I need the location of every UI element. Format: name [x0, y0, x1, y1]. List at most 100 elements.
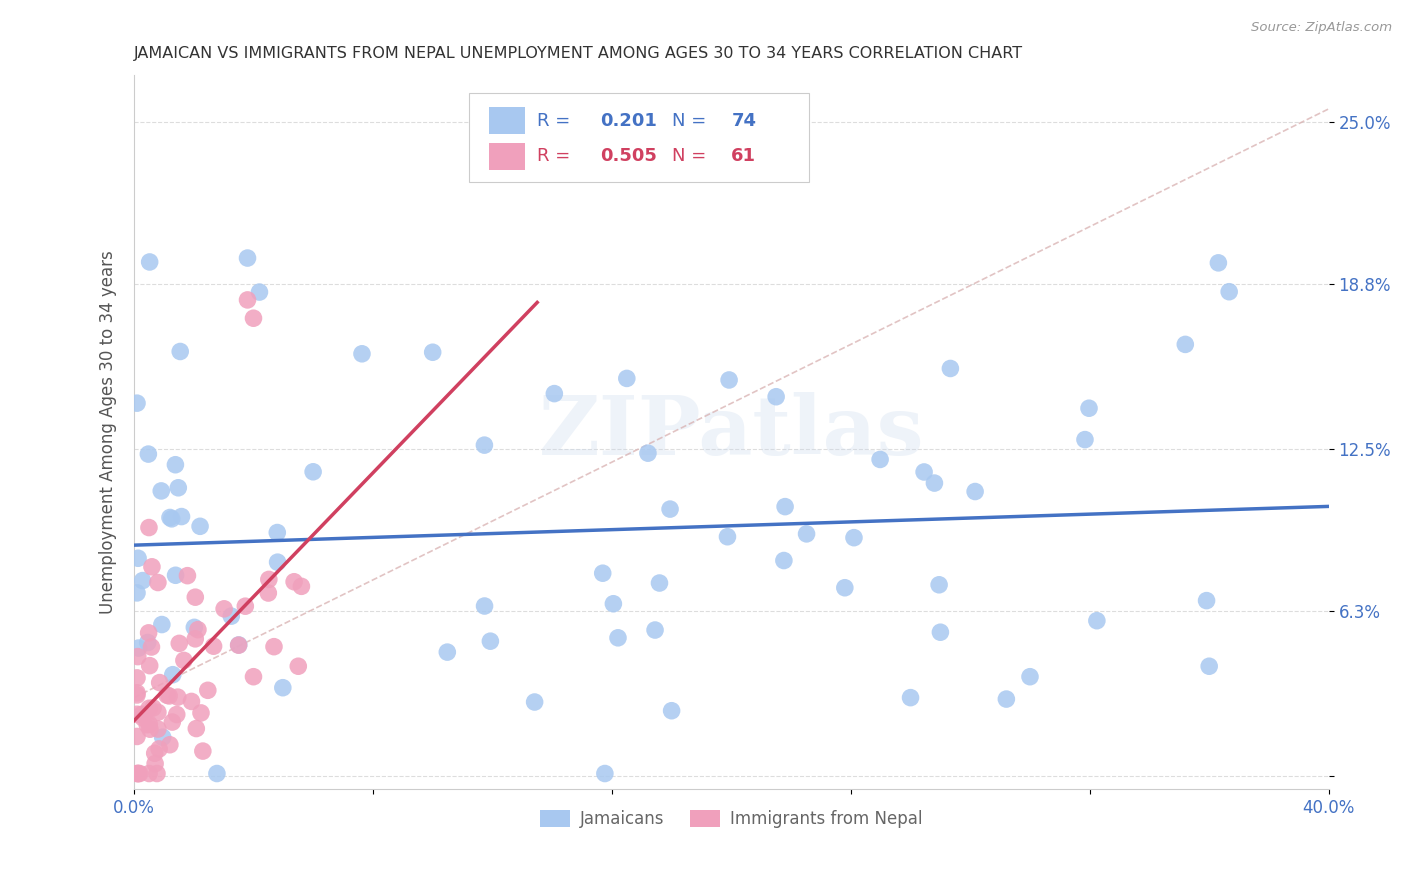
Point: [138, 447, 160, 461]
Text: 61: 61: [731, 147, 756, 165]
Point: [136, 718, 159, 732]
Point: [212, 602, 235, 616]
Point: [136, 635, 159, 649]
Point: [479, 634, 502, 648]
Point: [1019, 670, 1042, 684]
Point: [228, 638, 250, 652]
Point: [146, 766, 169, 780]
Text: R =: R =: [537, 112, 575, 129]
Point: [149, 675, 172, 690]
Point: [607, 631, 630, 645]
Point: [592, 566, 614, 581]
Point: [184, 632, 207, 646]
Point: [156, 688, 179, 702]
Point: [1195, 593, 1218, 607]
Text: N =: N =: [672, 112, 706, 129]
Point: [165, 458, 187, 472]
FancyBboxPatch shape: [468, 93, 808, 182]
Legend: Jamaicans, Immigrants from Nepal: Jamaicans, Immigrants from Nepal: [534, 803, 929, 834]
Point: [143, 756, 166, 771]
Point: [157, 689, 180, 703]
Point: [159, 510, 181, 524]
Point: [1218, 285, 1240, 299]
Point: [141, 559, 163, 574]
Point: [138, 701, 160, 715]
Point: [661, 704, 683, 718]
Point: [191, 744, 214, 758]
Point: [152, 730, 174, 744]
Point: [266, 525, 288, 540]
Bar: [489, 143, 524, 169]
Text: ZIPatlas: ZIPatlas: [538, 392, 924, 472]
Point: [146, 722, 169, 736]
Point: [162, 714, 184, 729]
Point: [637, 446, 659, 460]
Point: [965, 484, 987, 499]
Point: [236, 251, 259, 265]
Point: [523, 695, 546, 709]
Point: [125, 686, 148, 700]
Point: [187, 623, 209, 637]
Text: N =: N =: [672, 147, 706, 165]
Point: [138, 625, 160, 640]
Point: [167, 636, 190, 650]
Point: [125, 730, 148, 744]
Point: [283, 574, 305, 589]
Text: R =: R =: [537, 147, 575, 165]
Point: [271, 681, 294, 695]
Point: [138, 255, 160, 269]
Point: [139, 722, 162, 736]
Point: [287, 659, 309, 673]
Point: [197, 683, 219, 698]
Point: [869, 452, 891, 467]
Point: [125, 396, 148, 410]
Point: [302, 465, 325, 479]
Point: [127, 766, 149, 780]
Point: [765, 390, 787, 404]
Point: [125, 688, 148, 702]
Point: [939, 361, 962, 376]
Point: [773, 500, 796, 514]
Point: [173, 653, 195, 667]
Point: [183, 620, 205, 634]
Point: [143, 746, 166, 760]
Point: [128, 766, 150, 780]
Point: [127, 766, 149, 780]
Point: [1198, 659, 1220, 673]
Point: [221, 609, 243, 624]
Point: [138, 717, 160, 731]
Point: [616, 371, 638, 385]
Point: [186, 722, 208, 736]
Point: [796, 527, 818, 541]
Point: [659, 502, 682, 516]
Point: [716, 530, 738, 544]
Point: [150, 617, 173, 632]
Point: [644, 623, 666, 637]
Bar: [489, 107, 524, 134]
Point: [169, 344, 191, 359]
Point: [834, 581, 856, 595]
Point: [188, 519, 211, 533]
Text: 0.201: 0.201: [600, 112, 657, 129]
Point: [184, 590, 207, 604]
Point: [125, 671, 148, 685]
Point: [127, 766, 149, 780]
Point: [127, 649, 149, 664]
Point: [290, 579, 312, 593]
Point: [543, 386, 565, 401]
Point: [150, 483, 173, 498]
Point: [1208, 256, 1230, 270]
Point: [474, 599, 496, 613]
Point: [233, 599, 256, 614]
Point: [928, 578, 950, 592]
Point: [142, 701, 165, 715]
Point: [162, 667, 184, 681]
Point: [242, 311, 264, 326]
Point: [474, 438, 496, 452]
Point: [146, 575, 169, 590]
Point: [773, 553, 796, 567]
Point: [165, 568, 187, 582]
Text: JAMAICAN VS IMMIGRANTS FROM NEPAL UNEMPLOYMENT AMONG AGES 30 TO 34 YEARS CORRELA: JAMAICAN VS IMMIGRANTS FROM NEPAL UNEMPL…: [134, 46, 1024, 62]
Point: [263, 640, 285, 654]
Point: [249, 285, 271, 299]
